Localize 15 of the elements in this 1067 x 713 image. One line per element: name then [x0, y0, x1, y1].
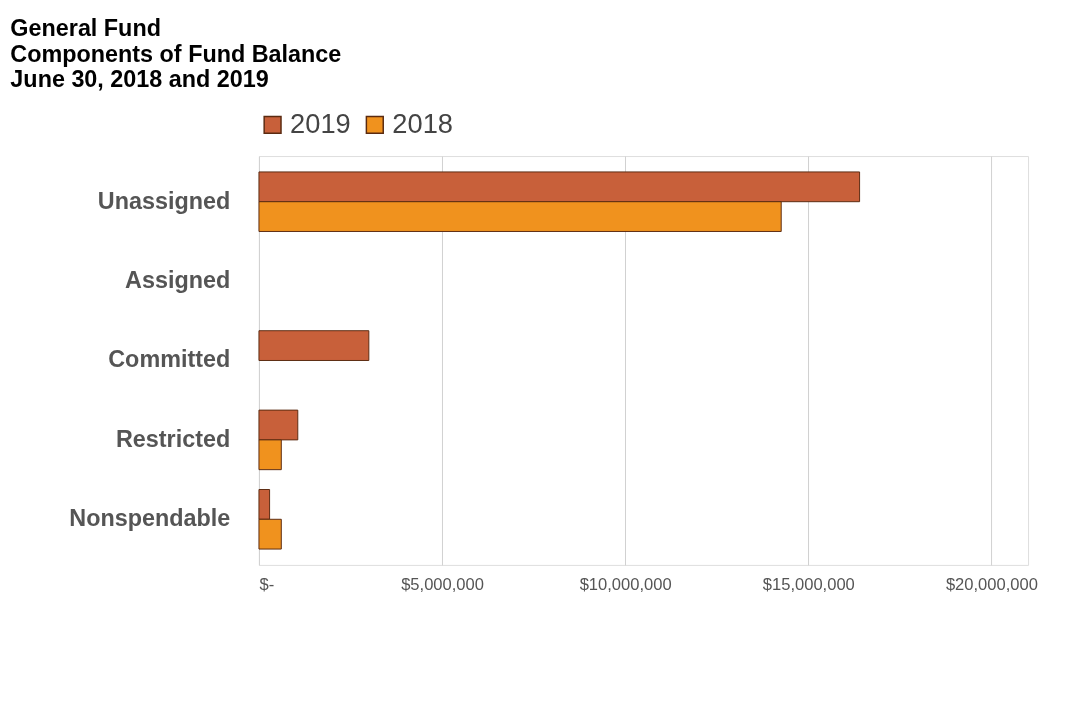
x-tick-label: $5,000,000 — [401, 574, 484, 594]
x-tick-label: $10,000,000 — [579, 574, 672, 594]
x-tick-label: $20,000,000 — [945, 574, 1038, 594]
text: Components of Fund Balance — [10, 40, 342, 67]
y-tick-label: Committed — [108, 346, 231, 373]
bar — [258, 330, 370, 361]
y-tick-label: Restricted — [115, 425, 231, 452]
y-tick-label: Nonspendable — [69, 505, 231, 532]
text: General Fund — [10, 15, 161, 42]
legend-label: 2019 — [290, 107, 351, 139]
y-tick-label: Assigned — [125, 266, 231, 293]
x-tick-label: $- — [259, 574, 275, 594]
y-tick-label: Unassigned — [97, 187, 231, 214]
legend-label: 2018 — [392, 107, 453, 139]
x-tick-label: $15,000,000 — [762, 574, 855, 594]
